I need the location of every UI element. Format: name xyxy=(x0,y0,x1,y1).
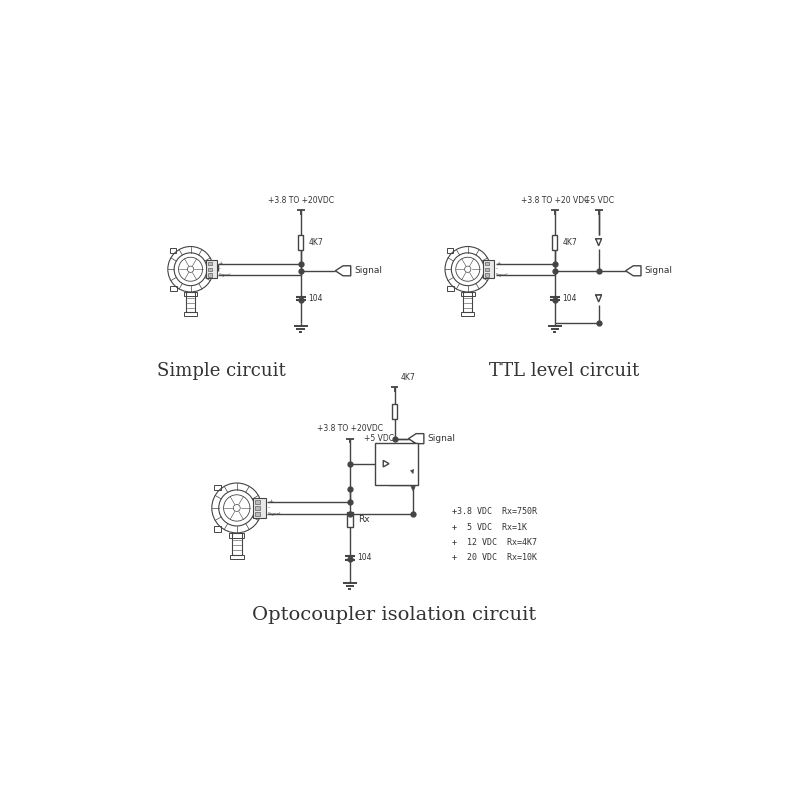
Polygon shape xyxy=(335,266,350,276)
Bar xyxy=(447,286,454,291)
Bar xyxy=(184,312,197,316)
Text: -: - xyxy=(268,506,270,510)
Bar xyxy=(463,292,472,312)
Bar xyxy=(206,261,217,278)
Text: +3.8 TO +20VDC: +3.8 TO +20VDC xyxy=(268,195,334,205)
Text: Signal: Signal xyxy=(219,273,231,277)
Polygon shape xyxy=(410,470,414,474)
Bar xyxy=(255,506,260,510)
Polygon shape xyxy=(410,486,415,491)
Text: -: - xyxy=(219,266,221,272)
Bar xyxy=(214,526,222,532)
Bar xyxy=(375,442,418,485)
Bar xyxy=(255,500,260,504)
Text: Signal: Signal xyxy=(428,434,456,443)
Text: +: + xyxy=(268,499,273,504)
Bar xyxy=(392,404,398,419)
Bar xyxy=(170,286,177,291)
Bar xyxy=(447,248,454,253)
Bar xyxy=(347,512,353,527)
Text: TTL level circuit: TTL level circuit xyxy=(489,362,639,380)
Bar xyxy=(483,261,494,278)
Bar xyxy=(207,262,212,266)
Text: Optocoupler isolation circuit: Optocoupler isolation circuit xyxy=(253,606,537,624)
Bar xyxy=(214,485,221,490)
Text: +  12 VDC  Rx=4K7: + 12 VDC Rx=4K7 xyxy=(452,538,538,547)
Polygon shape xyxy=(596,239,602,246)
Text: 104: 104 xyxy=(562,294,577,303)
Text: +: + xyxy=(219,261,223,266)
Bar xyxy=(186,292,195,312)
Text: +  5 VDC  Rx=1K: + 5 VDC Rx=1K xyxy=(452,522,527,532)
Bar xyxy=(552,234,558,250)
Bar xyxy=(184,292,198,297)
Bar xyxy=(255,512,260,516)
Bar xyxy=(207,267,212,271)
Text: +5 VDC: +5 VDC xyxy=(584,195,614,205)
Bar xyxy=(229,533,244,538)
Text: 4K7: 4K7 xyxy=(308,238,323,247)
Polygon shape xyxy=(596,295,602,302)
Bar xyxy=(298,234,303,250)
Text: +: + xyxy=(496,261,501,266)
Bar xyxy=(254,498,266,518)
Text: +3.8 TO +20VDC: +3.8 TO +20VDC xyxy=(317,424,383,434)
Text: Signal: Signal xyxy=(645,266,673,275)
Bar xyxy=(232,533,242,555)
Polygon shape xyxy=(383,461,389,467)
Text: Signal: Signal xyxy=(354,266,382,275)
Text: Signal: Signal xyxy=(268,512,282,516)
Polygon shape xyxy=(409,434,424,444)
Text: 4K7: 4K7 xyxy=(401,373,415,382)
Text: -: - xyxy=(496,266,498,272)
Text: 104: 104 xyxy=(358,554,372,562)
Bar xyxy=(461,292,474,297)
Bar xyxy=(485,262,490,266)
Text: Rx: Rx xyxy=(358,515,370,524)
Text: +3.8 VDC  Rx=750R: +3.8 VDC Rx=750R xyxy=(452,507,538,516)
Text: 104: 104 xyxy=(308,294,323,303)
Bar xyxy=(485,273,490,277)
Bar xyxy=(170,248,176,253)
Text: Signal: Signal xyxy=(496,273,509,277)
Text: Simple circuit: Simple circuit xyxy=(157,362,286,380)
Polygon shape xyxy=(626,266,641,276)
Bar xyxy=(462,312,474,316)
Text: +5 VDC: +5 VDC xyxy=(364,434,394,443)
Bar xyxy=(207,273,212,277)
Text: 4K7: 4K7 xyxy=(562,238,578,247)
Text: +3.8 TO +20 VDC: +3.8 TO +20 VDC xyxy=(521,195,589,205)
Bar xyxy=(485,267,490,271)
Text: +  20 VDC  Rx=10K: + 20 VDC Rx=10K xyxy=(452,554,538,562)
Bar xyxy=(230,555,244,559)
